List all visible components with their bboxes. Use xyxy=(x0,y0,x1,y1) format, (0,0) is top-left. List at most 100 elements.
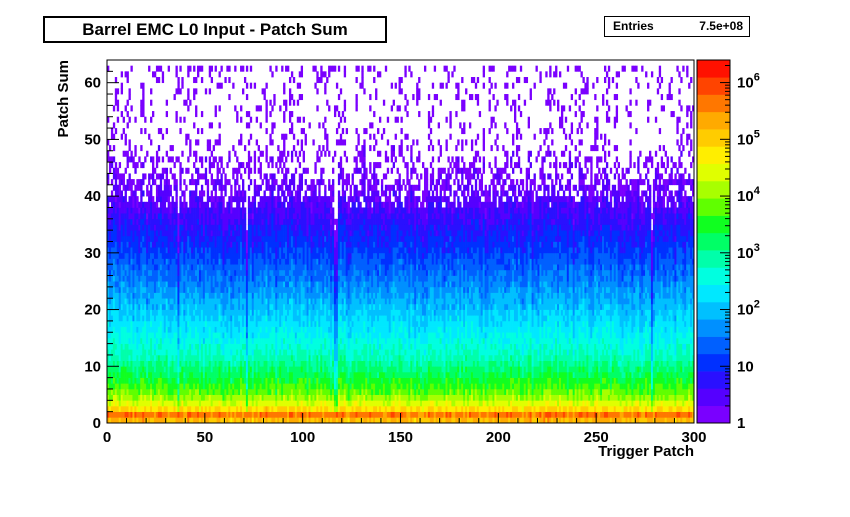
heatmap-cell xyxy=(269,252,272,259)
heatmap-cell xyxy=(185,281,188,288)
heatmap-cell xyxy=(140,264,143,271)
heatmap-cell xyxy=(222,201,225,208)
heatmap-cell xyxy=(245,411,249,418)
heatmap-cell xyxy=(226,303,229,310)
heatmap-cell xyxy=(108,252,112,259)
heatmap-cell xyxy=(173,360,176,367)
heatmap-cell xyxy=(155,258,159,265)
heatmap-cell xyxy=(189,247,192,254)
heatmap-cell xyxy=(107,156,110,163)
heatmap-cell xyxy=(128,184,131,191)
heatmap-cell xyxy=(208,241,212,248)
heatmap-cell xyxy=(175,405,178,412)
heatmap-cell xyxy=(185,292,188,299)
heatmap-cell xyxy=(220,196,223,203)
heatmap-cell xyxy=(195,360,198,367)
heatmap-cell xyxy=(148,247,151,254)
heatmap-cell xyxy=(267,264,270,271)
heatmap-cell xyxy=(212,371,215,378)
heatmap-cell xyxy=(204,88,208,95)
heatmap-cell xyxy=(226,298,229,305)
heatmap-cell xyxy=(255,405,259,412)
heatmap-cell xyxy=(153,264,157,271)
heatmap-cell xyxy=(112,309,116,316)
heatmap-cell xyxy=(114,411,118,418)
heatmap-cell xyxy=(173,235,176,242)
heatmap-cell xyxy=(152,286,155,293)
heatmap-cell xyxy=(218,252,221,259)
heatmap-cell xyxy=(249,411,253,418)
heatmap-cell xyxy=(126,230,129,237)
heatmap-cell xyxy=(126,77,129,84)
heatmap-cell xyxy=(114,128,118,135)
heatmap-cell xyxy=(138,281,141,288)
heatmap-cell xyxy=(157,230,161,237)
heatmap-cell xyxy=(228,377,231,384)
heatmap-cell xyxy=(148,320,151,327)
heatmap-cell xyxy=(187,218,190,225)
heatmap-cell xyxy=(134,258,137,265)
heatmap-cell xyxy=(228,213,231,220)
heatmap-cell xyxy=(249,275,253,282)
heatmap-cell xyxy=(197,201,200,208)
heatmap-cell xyxy=(200,377,204,384)
heatmap-cell xyxy=(126,326,129,333)
heatmap-cell xyxy=(169,156,172,163)
heatmap-cell xyxy=(226,292,229,299)
heatmap-cell xyxy=(140,292,143,299)
heatmap-cell xyxy=(138,201,141,208)
heatmap-cell xyxy=(269,417,272,424)
heatmap-cell xyxy=(242,405,245,412)
heatmap-cell xyxy=(228,235,231,242)
heatmap-cell xyxy=(228,179,231,186)
heatmap-cell xyxy=(175,71,178,78)
heatmap-cell xyxy=(230,235,233,242)
heatmap-cell xyxy=(226,411,229,418)
heatmap-cell xyxy=(261,207,264,214)
heatmap-cell xyxy=(157,354,161,361)
heatmap-cell xyxy=(206,241,210,248)
heatmap-cell xyxy=(157,77,161,84)
heatmap-cell xyxy=(169,269,172,276)
heatmap-cell xyxy=(169,292,172,299)
heatmap-cell xyxy=(128,315,131,322)
heatmap-cell xyxy=(167,303,170,310)
heatmap-cell xyxy=(240,388,243,395)
heatmap-cell xyxy=(140,224,143,231)
heatmap-cell xyxy=(157,224,161,231)
heatmap-cell xyxy=(240,371,243,378)
heatmap-cell xyxy=(220,417,223,424)
heatmap-cell xyxy=(265,224,268,231)
heatmap-cell xyxy=(169,252,172,259)
heatmap-cell xyxy=(197,303,200,310)
heatmap-cell xyxy=(122,241,125,248)
heatmap-cell xyxy=(153,167,157,174)
heatmap-cell xyxy=(202,298,206,305)
heatmap-cell xyxy=(148,354,151,361)
heatmap-cell xyxy=(138,366,141,373)
heatmap-cell xyxy=(128,247,131,254)
heatmap-cell xyxy=(177,264,180,271)
heatmap-cell xyxy=(197,128,200,135)
heatmap-cell xyxy=(161,349,165,356)
heatmap-cell xyxy=(155,252,159,259)
heatmap-cell xyxy=(177,213,180,220)
heatmap-cell xyxy=(191,309,194,316)
heatmap-cell xyxy=(232,145,235,152)
heatmap-cell xyxy=(161,133,165,140)
heatmap-cell xyxy=(216,315,219,322)
heatmap-cell xyxy=(161,196,165,203)
heatmap-cell xyxy=(183,235,186,242)
heatmap-cell xyxy=(263,218,266,225)
heatmap-cell xyxy=(226,264,229,271)
heatmap-cell xyxy=(208,326,212,333)
heatmap-cell xyxy=(163,224,167,231)
heatmap-cell xyxy=(197,179,200,186)
heatmap-cell xyxy=(259,343,262,350)
heatmap-cell xyxy=(183,275,186,282)
heatmap-cell xyxy=(218,286,221,293)
heatmap-cell xyxy=(202,252,206,259)
heatmap-cell xyxy=(216,349,219,356)
heatmap-cell xyxy=(167,230,170,237)
heatmap-cell xyxy=(155,394,159,401)
